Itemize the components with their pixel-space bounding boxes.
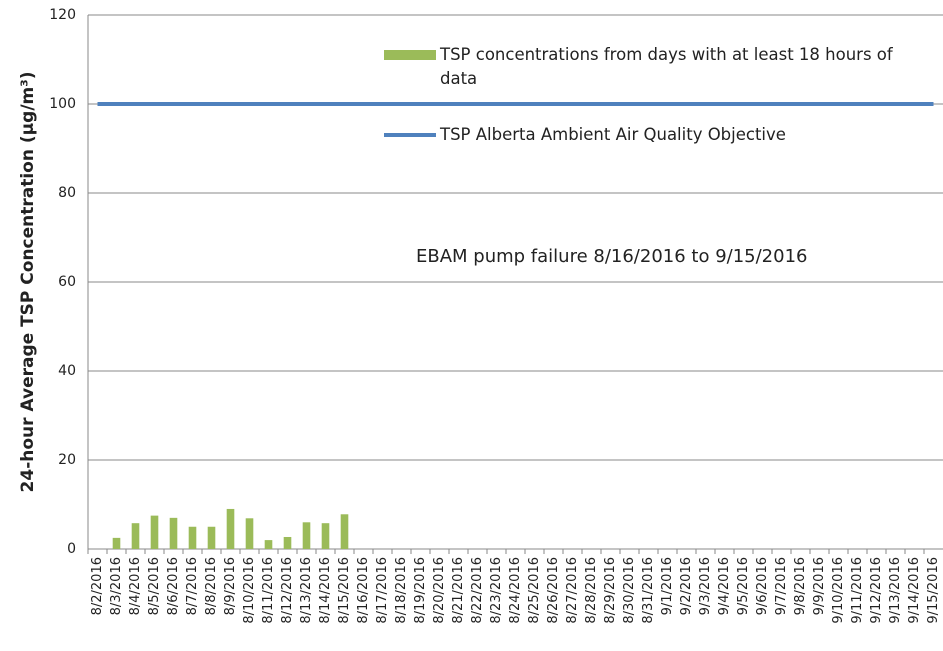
bar [112, 537, 121, 549]
x-tick-label: 8/18/2016 [394, 557, 409, 624]
x-tick-label: 8/27/2016 [565, 557, 580, 624]
y-tick-label: 40 [58, 363, 76, 379]
x-tick-label: 8/28/2016 [584, 557, 599, 624]
x-tick-label: 8/30/2016 [622, 557, 637, 624]
x-tick-label: 8/25/2016 [527, 557, 542, 624]
y-tick-label: 120 [49, 7, 76, 23]
x-tick-label: 8/2/2016 [90, 557, 105, 615]
y-tick-label: 60 [58, 274, 76, 290]
x-tick-label: 8/24/2016 [508, 557, 523, 624]
legend-label: TSP concentrations from days with at lea… [440, 45, 893, 88]
x-tick-label: 9/8/2016 [793, 557, 808, 615]
x-tick-label: 8/12/2016 [280, 557, 295, 624]
x-tick-label: 8/5/2016 [147, 557, 162, 615]
x-tick-label: 9/14/2016 [907, 557, 922, 624]
x-tick-label: 9/3/2016 [698, 557, 713, 615]
bar [245, 518, 254, 549]
bar [264, 540, 273, 549]
x-tick-label: 8/20/2016 [432, 557, 447, 624]
x-tick-label: 8/23/2016 [489, 557, 504, 624]
x-tick-label: 9/11/2016 [850, 557, 865, 624]
x-tick-label: 8/14/2016 [318, 557, 333, 624]
bar [283, 536, 292, 549]
x-tick-label: 8/10/2016 [242, 557, 257, 624]
x-tick-label: 9/7/2016 [774, 557, 789, 615]
bar [321, 523, 330, 549]
x-tick-label: 8/22/2016 [470, 557, 485, 624]
x-tick-label: 8/15/2016 [337, 557, 352, 624]
x-tick-label: 8/26/2016 [546, 557, 561, 624]
x-tick-label: 9/1/2016 [660, 557, 675, 615]
x-tick-label: 8/3/2016 [109, 557, 124, 615]
bar [340, 514, 349, 549]
x-tick-label: 8/16/2016 [356, 557, 371, 624]
x-tick-label: 8/13/2016 [299, 557, 314, 624]
y-tick-label: 80 [58, 185, 76, 201]
x-tick-label: 8/19/2016 [413, 557, 428, 624]
bar [150, 515, 159, 549]
y-tick-label: 0 [67, 541, 76, 557]
x-tick-label: 9/4/2016 [717, 557, 732, 615]
annotation: EBAM pump failure 8/16/2016 to 9/15/2016 [416, 246, 807, 267]
x-tick-label: 9/2/2016 [679, 557, 694, 615]
y-tick-label: 20 [58, 452, 76, 468]
x-tick-label: 8/29/2016 [603, 557, 618, 624]
bar [131, 523, 140, 549]
bar [169, 517, 178, 549]
bar [226, 508, 235, 549]
x-tick-label: 9/9/2016 [812, 557, 827, 615]
x-tick-label: 9/6/2016 [755, 557, 770, 615]
legend-label: TSP Alberta Ambient Air Quality Objectiv… [440, 125, 786, 144]
x-tick-label: 8/6/2016 [166, 557, 181, 615]
x-tick-label: 8/8/2016 [204, 557, 219, 615]
x-tick-label: 8/4/2016 [128, 557, 143, 615]
x-tick-label: 8/9/2016 [223, 557, 238, 615]
x-tick-label: 9/5/2016 [736, 557, 751, 615]
bar [302, 522, 311, 549]
bar [207, 526, 216, 549]
x-tick-label: 8/7/2016 [185, 557, 200, 615]
x-tick-label: 9/12/2016 [869, 557, 884, 624]
x-tick-label: 8/31/2016 [641, 557, 656, 624]
bar [188, 526, 197, 549]
x-tick-label: 9/10/2016 [831, 557, 846, 624]
x-tick-label: 8/21/2016 [451, 557, 466, 624]
y-tick-label: 100 [49, 96, 76, 112]
x-tick-label: 9/15/2016 [926, 557, 941, 624]
x-tick-label: 9/13/2016 [888, 557, 903, 624]
y-axis-label: 24-hour Average TSP Concentration (µg/m³… [18, 72, 38, 493]
legend-swatch [384, 50, 436, 60]
x-tick-label: 8/17/2016 [375, 557, 390, 624]
x-tick-label: 8/11/2016 [261, 557, 276, 624]
